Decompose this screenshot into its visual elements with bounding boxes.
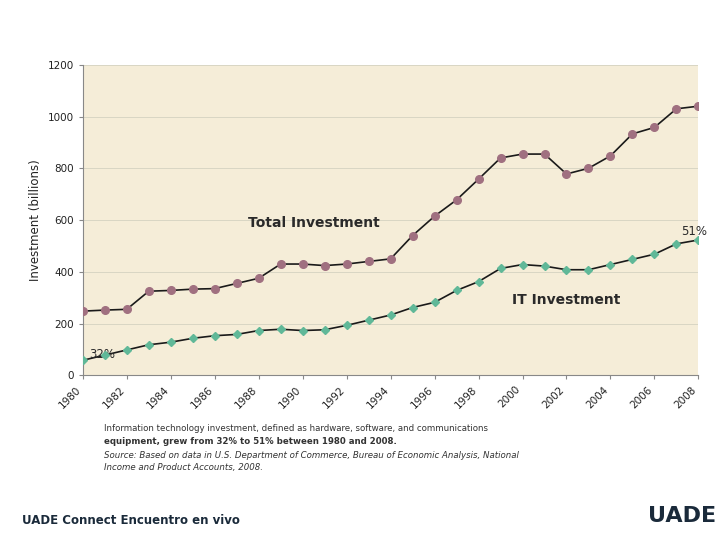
Text: Inversión en tecnología: Inversión en tecnología <box>361 17 691 42</box>
Y-axis label: Investment (billions): Investment (billions) <box>29 159 42 281</box>
Text: 32%: 32% <box>89 348 115 361</box>
Text: Information technology investment, defined as hardware, software, and communicat: Information technology investment, defin… <box>104 424 488 433</box>
Text: IT Investment: IT Investment <box>511 293 620 307</box>
Text: Total Investment: Total Investment <box>248 215 379 230</box>
Text: UADE Connect Encuentro en vivo: UADE Connect Encuentro en vivo <box>22 514 240 526</box>
Text: equipment, grew from 32% to 51% between 1980 and 2008.: equipment, grew from 32% to 51% between … <box>104 437 397 447</box>
Text: Source: Based on data in U.S. Department of Commerce, Bureau of Economic Analysi: Source: Based on data in U.S. Department… <box>104 451 519 460</box>
Text: UADE: UADE <box>648 507 716 526</box>
Text: Income and Product Accounts, 2008.: Income and Product Accounts, 2008. <box>104 463 264 472</box>
Text: 51%: 51% <box>681 225 707 238</box>
